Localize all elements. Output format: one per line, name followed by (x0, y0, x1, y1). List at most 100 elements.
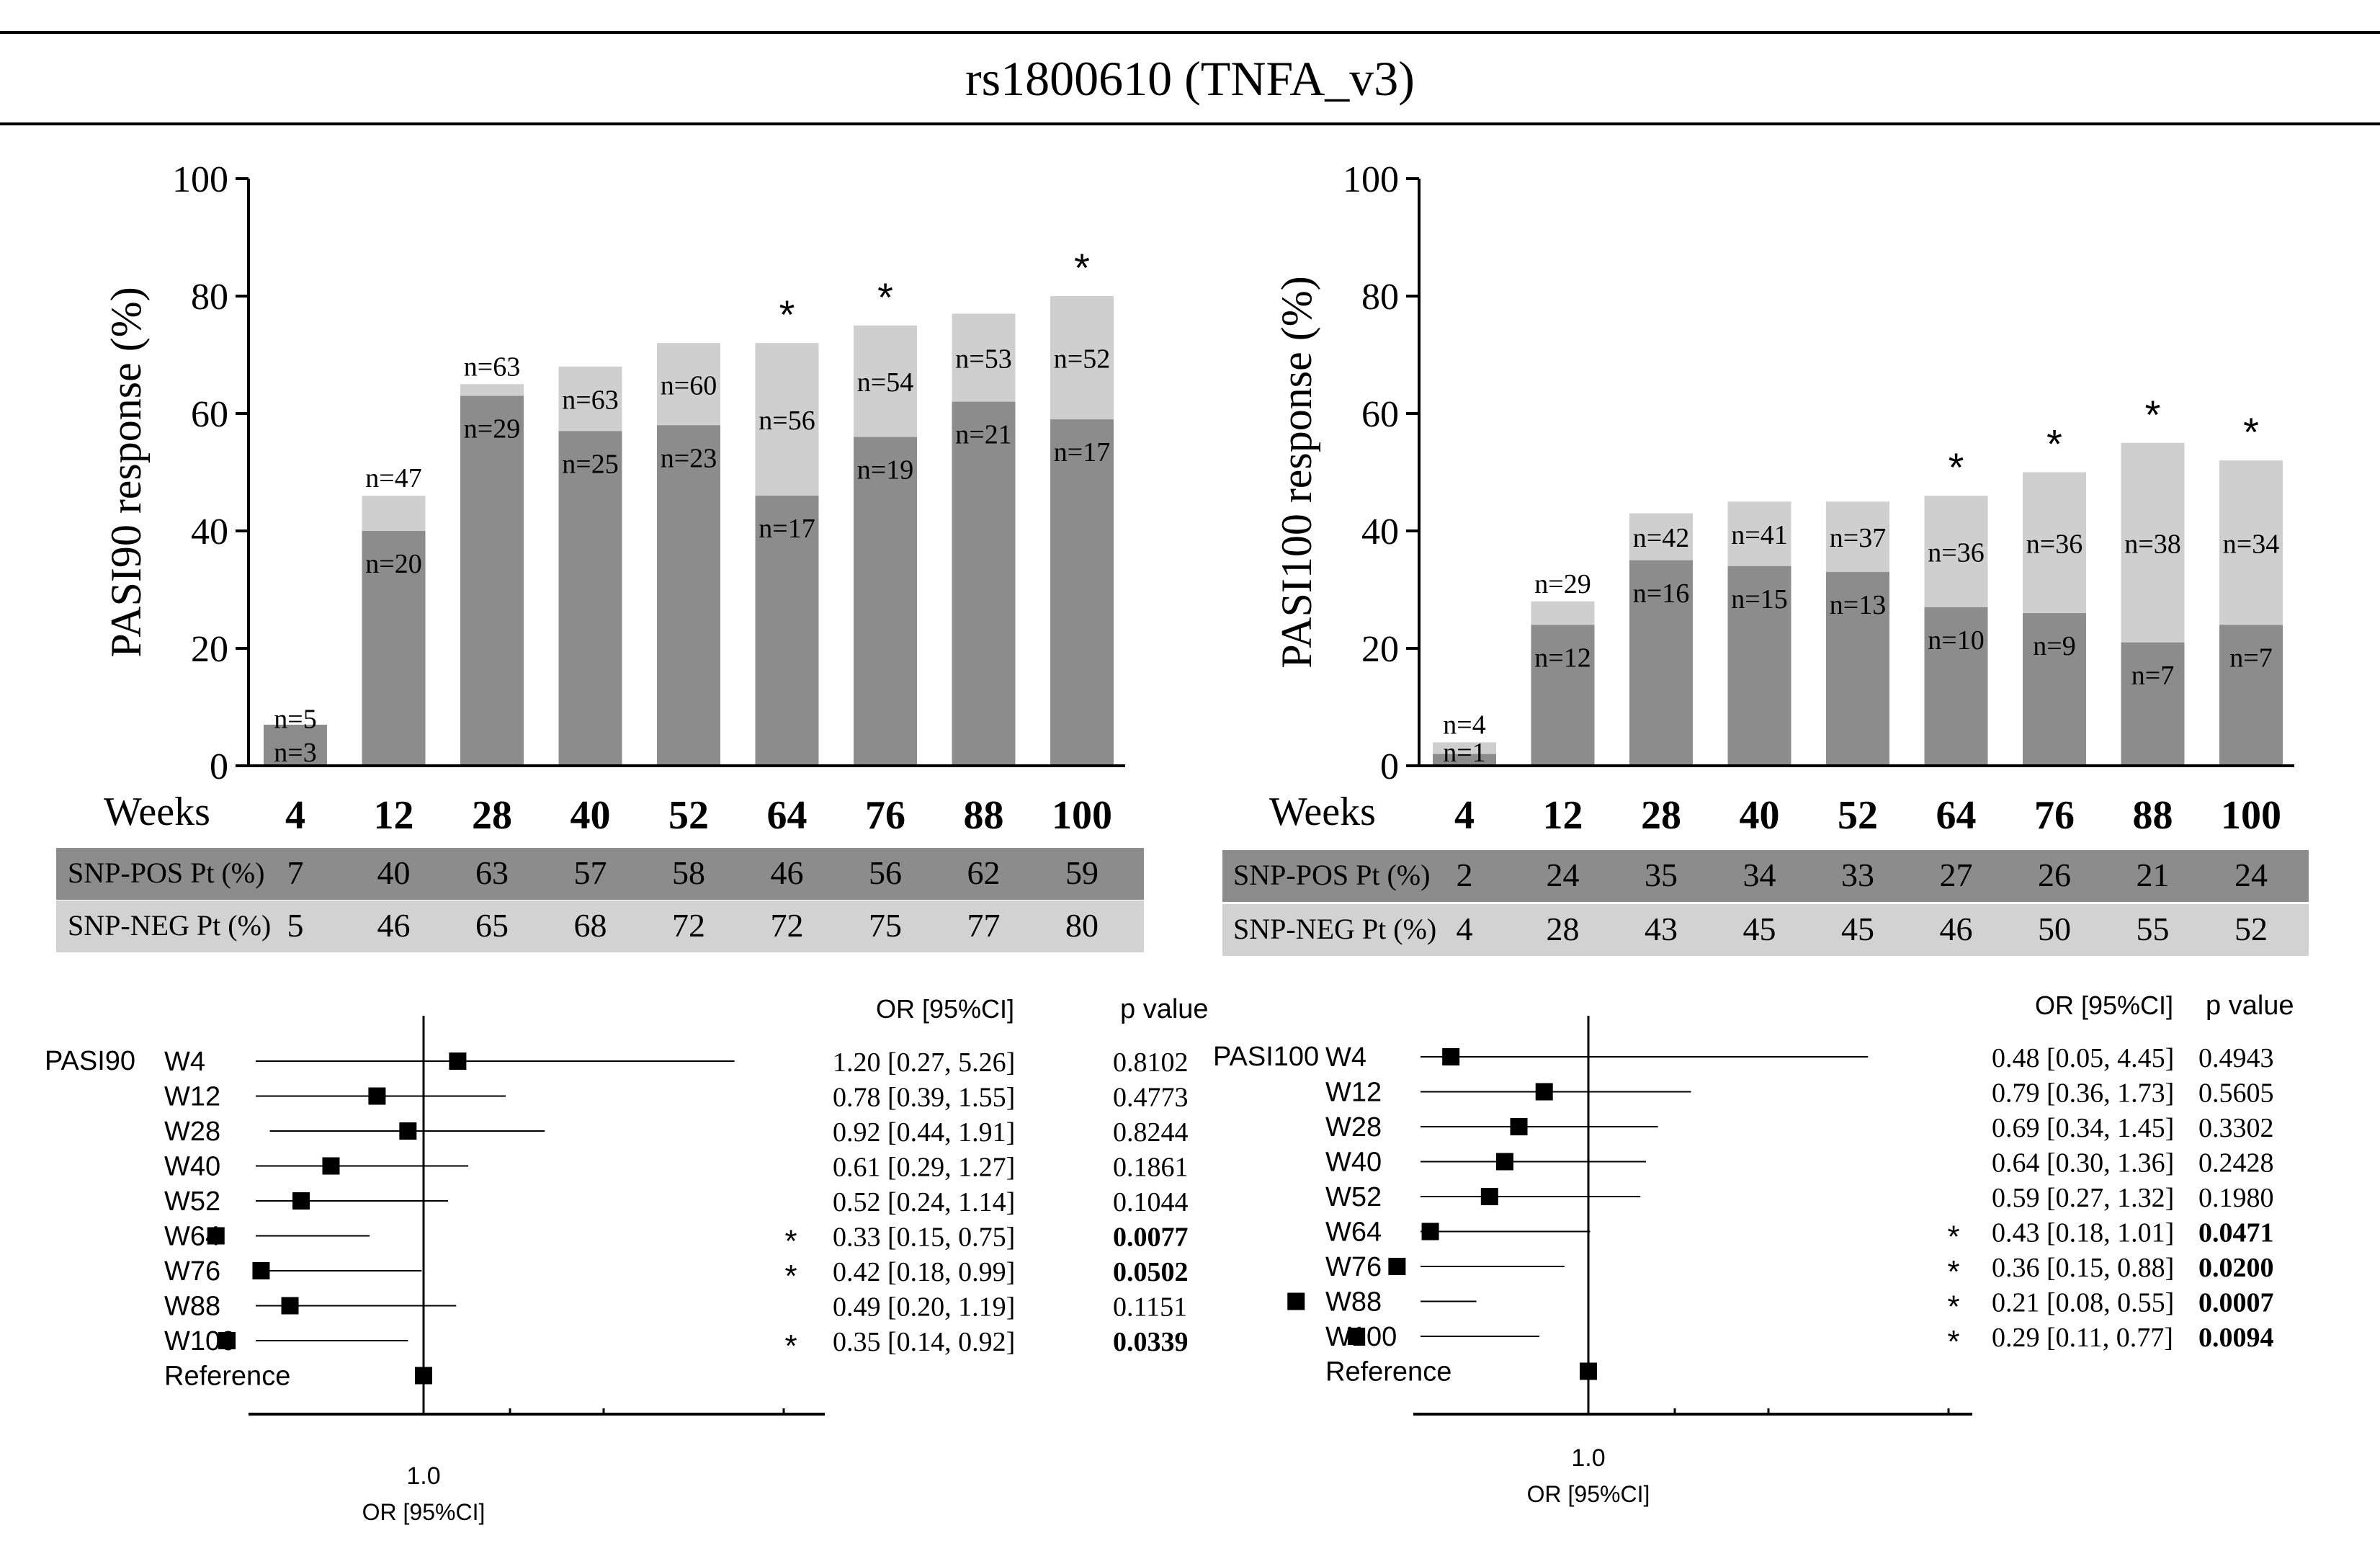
pasi90-table-cell: 77 (967, 907, 1001, 944)
forest90-point (281, 1297, 299, 1315)
forest90-row-label: W88 (164, 1292, 220, 1322)
pasi90-y-tick-label: 60 (191, 394, 228, 435)
forest90-point (368, 1087, 386, 1105)
pasi90-table-cell: 68 (574, 907, 607, 944)
forest100-sig-star: * (1947, 1254, 1959, 1289)
pasi90-table-cell: 59 (1065, 854, 1099, 891)
forest90-row-label: Reference (164, 1362, 290, 1392)
pasi100-table-row (1222, 850, 2309, 902)
forest90-point (322, 1157, 340, 1175)
forest100-point (1348, 1328, 1366, 1345)
pasi90-week-label: 100 (1052, 793, 1112, 838)
pasi100-table-cell: 34 (1743, 857, 1776, 893)
pasi100-chart: 0 20 40 60 80 100 PASI100 response (%) n=4n=1 n=… (1222, 159, 2309, 956)
forest100-point (1480, 1188, 1498, 1205)
pasi100-x-title: Weeks (1269, 790, 1376, 834)
pasi90-week-label: 76 (865, 793, 905, 838)
forest90-p-text: 0.1151 (1113, 1292, 1187, 1323)
pasi100-table-cell: 43 (1645, 911, 1678, 947)
pasi90-table-cell: 62 (967, 854, 1001, 891)
pasi100-week-label: 52 (1838, 793, 1878, 838)
pasi90-bar-pos (854, 437, 917, 766)
pasi90-n-neg: n=56 (759, 406, 815, 436)
pasi100-y-title: PASI100 response (%) (1273, 276, 1320, 668)
forest90-p-text: 0.1861 (1113, 1153, 1189, 1183)
pasi100-n-pos: n=7 (2131, 661, 2174, 691)
pasi100-table-cell: 27 (1940, 857, 1973, 893)
pasi90-y-tick-label: 100 (172, 159, 228, 200)
pasi90-chart: 0 20 40 60 80 100 PASI90 response (%) n=5 n=3 n=4… (56, 159, 1144, 952)
pasi90-sig-star: * (779, 292, 795, 337)
forest90-point (292, 1192, 310, 1210)
forest90-axis-label: OR [95%CI] (362, 1499, 486, 1525)
forest100-row-label: W12 (1325, 1078, 1382, 1108)
forest100-header-or: OR [95%CI] (2035, 991, 2173, 1020)
pasi100-bar-pos (2219, 625, 2283, 766)
forest100-p-text: 0.0471 (2198, 1218, 2274, 1248)
pasi100-table-cell: 50 (2038, 911, 2071, 947)
pasi100-n-neg: n=36 (2026, 529, 2082, 559)
pasi100-week-label: 64 (1936, 793, 1977, 838)
forest90-or-text: 0.33 [0.15, 0.75] (833, 1223, 1015, 1253)
pasi90-week-label: 4 (285, 793, 305, 838)
pasi90-week-label: 12 (374, 793, 414, 838)
forest90-point (449, 1052, 467, 1070)
pasi100-table-cell: 28 (1547, 911, 1580, 947)
pasi90-n-neg: n=60 (661, 370, 717, 401)
forest100-p-text: 0.0007 (2198, 1288, 2274, 1318)
forest90-point (415, 1367, 432, 1385)
pasi90-bar-pos (755, 496, 819, 766)
pasi100-week-label: 28 (1641, 793, 1681, 838)
forest100-point (1510, 1118, 1528, 1135)
forest90-row-label: W40 (164, 1152, 220, 1182)
pasi90-y-tick-label: 20 (191, 629, 228, 670)
pasi90-bar-pos (558, 431, 622, 766)
pasi100-bar-pos (1727, 566, 1791, 766)
forest100-sig-star: * (1947, 1220, 1959, 1255)
pasi90-bar-pos (264, 724, 327, 766)
pasi100-n-neg: n=41 (1731, 520, 1787, 550)
forest90-header-or: OR [95%CI] (876, 994, 1014, 1024)
pasi90-table-cell: 57 (574, 854, 607, 891)
forest100-point (1535, 1083, 1553, 1101)
pasi100-bar-pos (2023, 613, 2086, 766)
forest100-p-text: 0.1980 (2198, 1183, 2274, 1213)
pasi90-n-neg: n=52 (1054, 344, 1110, 375)
pasi90-y-title: PASI90 response (%) (102, 287, 150, 657)
forest100-row-label: W28 (1325, 1112, 1382, 1143)
forest90-or-text: 0.92 [0.44, 1.91] (833, 1117, 1015, 1148)
pasi100-y-tick-label: 40 (1361, 511, 1399, 553)
pasi100-n-pos: n=16 (1633, 578, 1689, 609)
forest100-or-text: 0.43 [0.18, 1.01] (1992, 1218, 2174, 1248)
pasi90-n-pos: n=17 (1054, 437, 1110, 468)
pasi100-table-cell: 55 (2137, 911, 2170, 947)
forest100-p-text: 0.5605 (2198, 1078, 2274, 1109)
pasi100-n-pos: n=10 (1928, 625, 1984, 656)
pasi90-table-cell: 75 (869, 907, 902, 944)
pasi90-table-cell: 63 (475, 854, 509, 891)
forest-plots: OR [95%CI] p value PASI90 W4 1.20 [0.27, 5.2… (45, 991, 2294, 1525)
pasi100-table-cell: 46 (1940, 911, 1973, 947)
forest100-or-text: 0.64 [0.30, 1.36] (1992, 1148, 2174, 1179)
pasi90-y-tick-label: 80 (191, 277, 228, 318)
pasi100-sig-star: * (1949, 444, 1964, 490)
forest90-or-text: 0.49 [0.20, 1.19] (833, 1292, 1015, 1323)
pasi100-table-cell: 24 (2234, 857, 2268, 893)
forest100-row-label: W64 (1325, 1217, 1382, 1248)
pasi90-table-cell: 40 (377, 854, 411, 891)
pasi100-week-label: 12 (1543, 793, 1583, 838)
forest100-row-label: W88 (1325, 1287, 1382, 1318)
forest100-row-label: Reference (1325, 1357, 1451, 1387)
forest90-or-text: 0.78 [0.39, 1.55] (833, 1083, 1015, 1113)
pasi100-n-pos: n=1 (1443, 738, 1485, 768)
forest100-point (1388, 1258, 1406, 1275)
pasi90-n-neg: n=63 (464, 352, 520, 382)
forest90-p-text: 0.1044 (1113, 1187, 1189, 1217)
forest100-point (1287, 1292, 1305, 1310)
pasi100-row-label: SNP-POS Pt (%) (1233, 859, 1430, 891)
pasi90-row-label: SNP-NEG Pt (%) (68, 909, 271, 942)
pasi90-n-neg: n=54 (857, 367, 913, 398)
forest100-sig-star: * (1947, 1324, 1959, 1359)
pasi100-bar-pos (2121, 642, 2185, 766)
